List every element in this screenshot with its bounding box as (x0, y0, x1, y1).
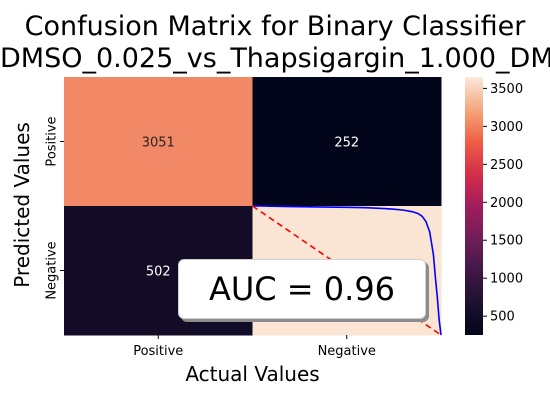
colorbar-tick-label: 3500 (490, 82, 523, 97)
y-tick-label: Positive (45, 116, 60, 166)
y-axis-label: Predicted Values (10, 122, 34, 288)
heatmap-cell-0-1 (252, 77, 442, 207)
cell-value-label: 252 (334, 136, 359, 151)
heatmap-cell-0-0 (64, 77, 253, 207)
cell-value-label: 502 (146, 265, 171, 280)
heatmap-axes: Positive Negative Positive Negative (45, 116, 376, 359)
colorbar-tick-label: 500 (490, 310, 515, 325)
x-tick-label: Positive (133, 344, 183, 359)
colorbar-tick-label: 2000 (490, 196, 523, 211)
heatmap-cell-labels: 3051 252 502 (142, 136, 359, 280)
colorbar-tick-label: 3000 (490, 120, 523, 135)
colorbar-tick-label: 1000 (490, 272, 523, 287)
colorbar-gradient (465, 77, 483, 335)
y-tick-label: Negative (45, 241, 60, 299)
colorbar-tick-label: 1500 (490, 234, 523, 249)
x-tick-label: Negative (318, 344, 376, 359)
chart-title-line-2: DMSO_0.025_vs_Thapsigargin_1.000_DMSO (0, 44, 550, 74)
colorbar-tick-label: 2500 (490, 158, 523, 173)
chart-title-line-1: Confusion Matrix for Binary Classifier (24, 12, 526, 42)
x-axis-label: Actual Values (185, 362, 320, 386)
colorbar: 500 1000 1500 2000 2500 3000 3500 (465, 77, 523, 335)
cell-value-label: 3051 (142, 136, 175, 151)
auc-annotation: AUC = 0.96 (178, 259, 426, 319)
roc-curve-line (252, 205, 442, 336)
